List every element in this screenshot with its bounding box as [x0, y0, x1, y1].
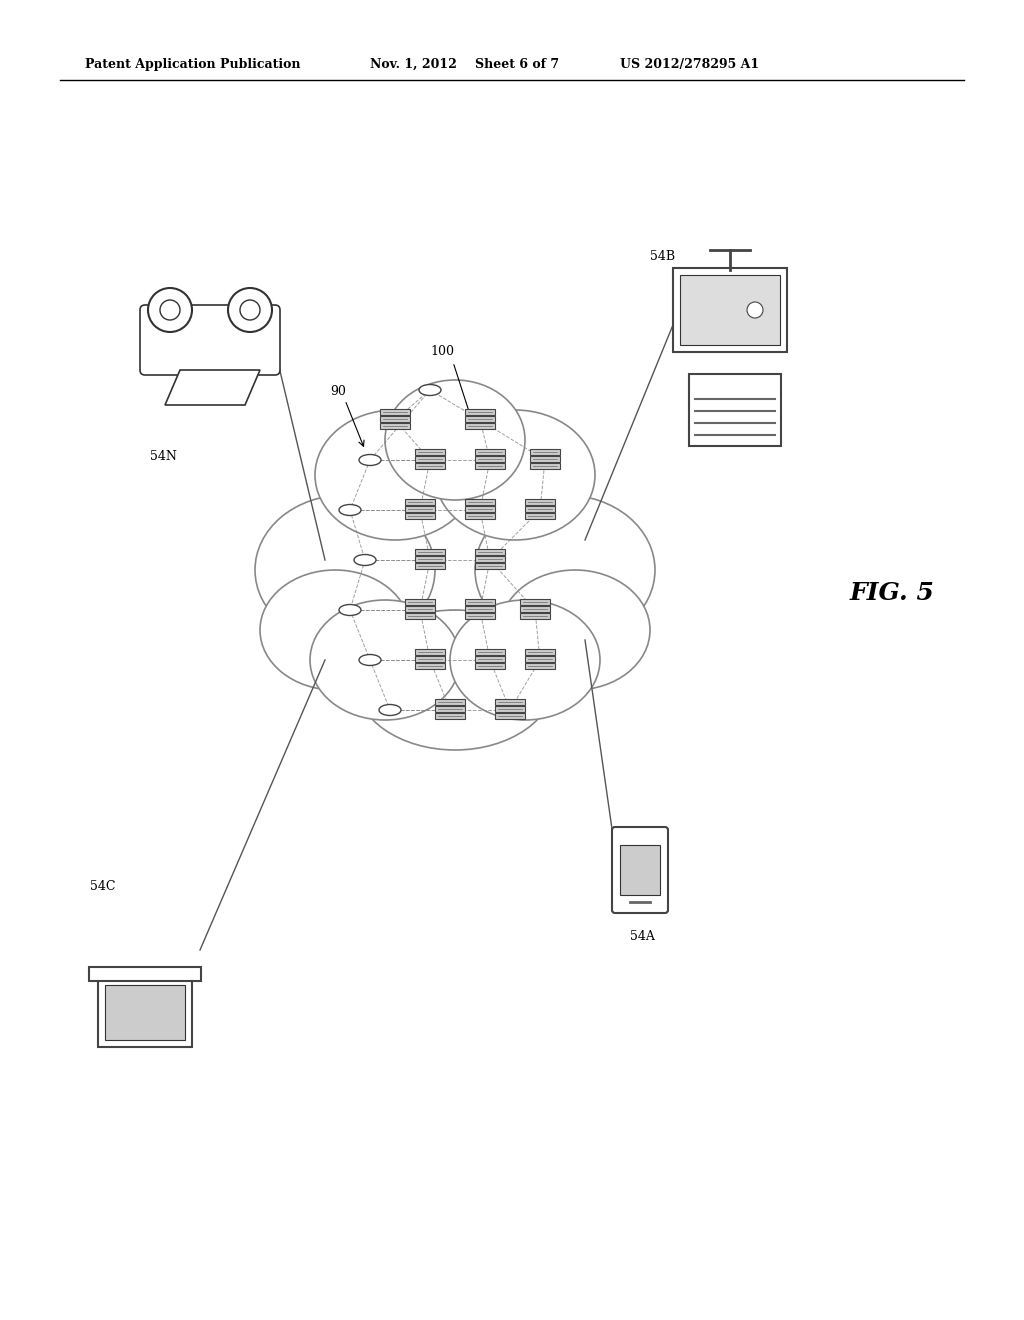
Ellipse shape: [475, 495, 655, 645]
FancyBboxPatch shape: [435, 700, 465, 705]
FancyBboxPatch shape: [415, 549, 445, 554]
FancyBboxPatch shape: [406, 513, 435, 519]
FancyBboxPatch shape: [475, 455, 505, 462]
FancyBboxPatch shape: [689, 374, 781, 446]
Ellipse shape: [339, 605, 361, 615]
Ellipse shape: [325, 459, 585, 660]
FancyBboxPatch shape: [525, 649, 555, 655]
Text: 90: 90: [330, 385, 346, 399]
FancyBboxPatch shape: [525, 499, 555, 506]
FancyBboxPatch shape: [525, 656, 555, 663]
FancyBboxPatch shape: [465, 416, 495, 422]
FancyBboxPatch shape: [530, 449, 560, 455]
FancyBboxPatch shape: [475, 656, 505, 663]
Text: 100: 100: [430, 345, 454, 358]
Circle shape: [746, 302, 763, 318]
FancyBboxPatch shape: [520, 612, 550, 619]
FancyBboxPatch shape: [415, 663, 445, 669]
FancyBboxPatch shape: [406, 599, 435, 605]
Text: FIG. 5: FIG. 5: [850, 581, 935, 605]
Bar: [620, 845, 660, 895]
FancyBboxPatch shape: [475, 463, 505, 469]
FancyBboxPatch shape: [530, 463, 560, 469]
FancyBboxPatch shape: [475, 564, 505, 569]
FancyBboxPatch shape: [673, 268, 787, 352]
Text: Sheet 6 of 7: Sheet 6 of 7: [475, 58, 559, 71]
FancyBboxPatch shape: [475, 549, 505, 554]
FancyBboxPatch shape: [465, 599, 495, 605]
FancyBboxPatch shape: [475, 556, 505, 562]
FancyBboxPatch shape: [380, 416, 410, 422]
FancyBboxPatch shape: [475, 663, 505, 669]
FancyBboxPatch shape: [415, 449, 445, 455]
FancyBboxPatch shape: [465, 499, 495, 506]
FancyBboxPatch shape: [530, 455, 560, 462]
FancyBboxPatch shape: [495, 700, 525, 705]
Ellipse shape: [260, 570, 410, 690]
FancyBboxPatch shape: [415, 656, 445, 663]
FancyBboxPatch shape: [520, 599, 550, 605]
FancyBboxPatch shape: [465, 409, 495, 414]
Circle shape: [228, 288, 272, 333]
Text: 54C: 54C: [90, 880, 116, 894]
Text: 54A: 54A: [630, 931, 655, 942]
FancyBboxPatch shape: [415, 649, 445, 655]
FancyBboxPatch shape: [415, 556, 445, 562]
FancyBboxPatch shape: [435, 713, 465, 719]
FancyBboxPatch shape: [415, 455, 445, 462]
Ellipse shape: [500, 570, 650, 690]
FancyBboxPatch shape: [380, 409, 410, 414]
FancyBboxPatch shape: [415, 564, 445, 569]
FancyBboxPatch shape: [525, 663, 555, 669]
FancyBboxPatch shape: [465, 506, 495, 512]
FancyBboxPatch shape: [495, 706, 525, 711]
FancyBboxPatch shape: [465, 513, 495, 519]
FancyBboxPatch shape: [612, 828, 668, 913]
FancyBboxPatch shape: [380, 422, 410, 429]
Text: US 2012/278295 A1: US 2012/278295 A1: [620, 58, 759, 71]
Ellipse shape: [255, 495, 435, 645]
Ellipse shape: [385, 380, 525, 500]
Text: 54B: 54B: [650, 249, 675, 263]
FancyBboxPatch shape: [520, 606, 550, 612]
FancyBboxPatch shape: [435, 706, 465, 711]
Bar: [680, 275, 780, 345]
Polygon shape: [165, 370, 260, 405]
FancyBboxPatch shape: [98, 978, 193, 1047]
Ellipse shape: [339, 504, 361, 516]
Ellipse shape: [310, 601, 460, 719]
Circle shape: [240, 300, 260, 319]
FancyBboxPatch shape: [140, 305, 280, 375]
FancyBboxPatch shape: [89, 968, 201, 981]
Bar: [105, 985, 185, 1040]
Circle shape: [160, 300, 180, 319]
Ellipse shape: [450, 601, 600, 719]
FancyBboxPatch shape: [465, 612, 495, 619]
FancyBboxPatch shape: [406, 612, 435, 619]
Ellipse shape: [359, 454, 381, 466]
FancyBboxPatch shape: [406, 506, 435, 512]
Ellipse shape: [379, 705, 401, 715]
FancyBboxPatch shape: [525, 513, 555, 519]
FancyBboxPatch shape: [406, 499, 435, 506]
FancyBboxPatch shape: [475, 449, 505, 455]
FancyBboxPatch shape: [415, 463, 445, 469]
Text: Nov. 1, 2012: Nov. 1, 2012: [370, 58, 457, 71]
Ellipse shape: [315, 411, 475, 540]
Ellipse shape: [355, 610, 555, 750]
Ellipse shape: [354, 554, 376, 565]
Ellipse shape: [419, 384, 441, 396]
Text: Patent Application Publication: Patent Application Publication: [85, 58, 300, 71]
FancyBboxPatch shape: [465, 606, 495, 612]
FancyBboxPatch shape: [465, 422, 495, 429]
FancyBboxPatch shape: [525, 506, 555, 512]
Ellipse shape: [435, 411, 595, 540]
Text: 54N: 54N: [150, 450, 177, 463]
FancyBboxPatch shape: [495, 713, 525, 719]
FancyBboxPatch shape: [406, 606, 435, 612]
Circle shape: [148, 288, 193, 333]
Ellipse shape: [359, 655, 381, 665]
FancyBboxPatch shape: [475, 649, 505, 655]
